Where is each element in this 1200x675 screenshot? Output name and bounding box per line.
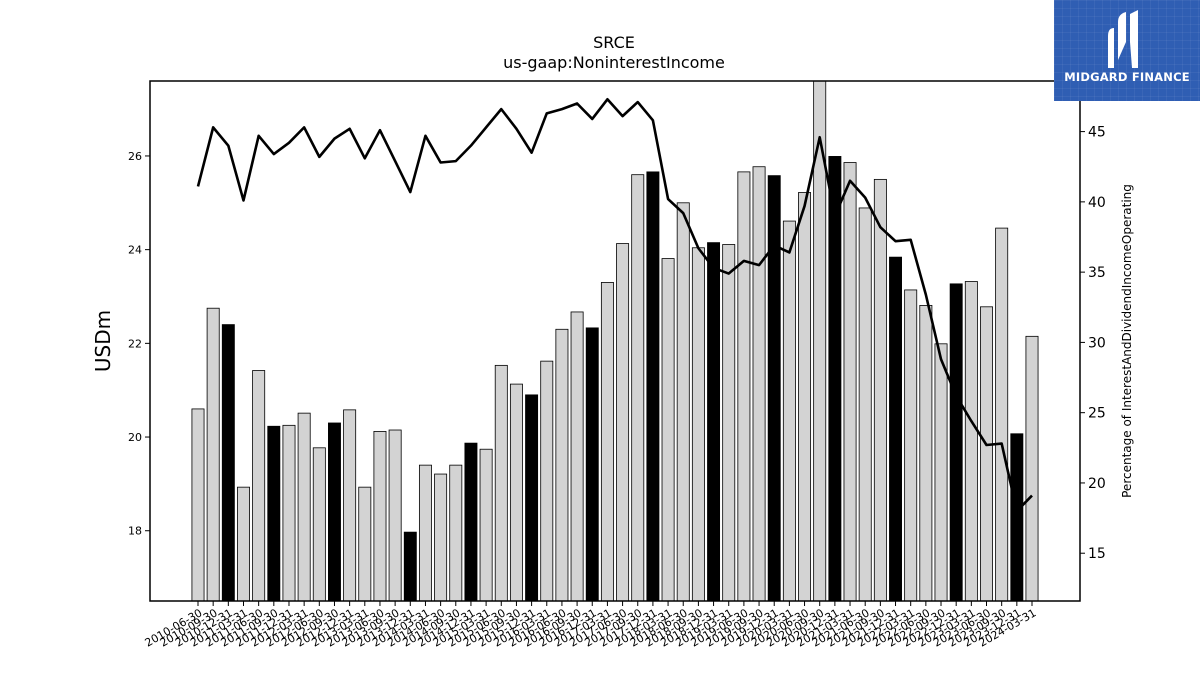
bar <box>873 178 887 602</box>
y-tick-label: 22 <box>128 337 142 350</box>
bar <box>1025 335 1039 602</box>
y-right-tick-label: 20 <box>1088 476 1106 492</box>
bar <box>737 171 751 602</box>
y-tick-label: 18 <box>128 525 142 538</box>
bar <box>843 162 857 602</box>
bar <box>388 429 402 602</box>
bar <box>616 243 630 602</box>
bar <box>494 364 508 602</box>
bar <box>509 383 523 602</box>
bar <box>297 412 311 602</box>
bar <box>661 258 675 602</box>
right-axis: 15 20 25 30 35 40 45 <box>1080 125 1106 562</box>
bar <box>798 192 812 602</box>
bar <box>418 464 432 602</box>
bar <box>600 282 614 602</box>
brand-name: MIDGARD FINANCE <box>1064 70 1190 84</box>
brand-logo: MIDGARD FINANCE <box>1054 0 1200 101</box>
y-axis-label: USDm <box>91 310 115 372</box>
y-right-tick-label: 45 <box>1088 125 1106 141</box>
bar <box>964 281 978 602</box>
y-right-tick-label: 40 <box>1088 195 1106 211</box>
bar <box>237 486 250 602</box>
bar <box>343 409 357 602</box>
y-tick-label: 20 <box>128 431 142 444</box>
y-right-tick-label: 30 <box>1088 335 1106 351</box>
bar <box>434 473 448 602</box>
bar <box>555 328 569 602</box>
bar <box>464 442 478 602</box>
bar-series <box>191 80 1039 602</box>
bar <box>691 247 705 602</box>
bar <box>722 244 736 602</box>
bar <box>889 256 902 602</box>
bar <box>752 166 766 602</box>
bar <box>312 447 326 602</box>
y-right-tick-label: 35 <box>1088 265 1106 281</box>
bar <box>525 394 539 602</box>
bar <box>980 306 993 602</box>
bar <box>828 156 842 602</box>
bar <box>919 304 933 602</box>
chart-title: SRCE <box>593 33 635 52</box>
bar <box>782 220 796 602</box>
bar <box>206 307 220 602</box>
bar <box>373 431 387 602</box>
y-right-tick-label: 25 <box>1088 406 1106 422</box>
bar <box>570 311 584 602</box>
bar <box>858 207 872 602</box>
bar <box>267 425 281 602</box>
bar <box>949 283 963 602</box>
bar <box>479 448 493 602</box>
plot-frame <box>149 80 1081 602</box>
bar <box>631 174 645 602</box>
bar <box>585 327 599 602</box>
bar <box>1010 433 1024 602</box>
bar <box>358 486 372 602</box>
bar <box>282 424 296 602</box>
y-tick-label: 26 <box>128 150 142 163</box>
y-right-tick-label: 15 <box>1088 546 1106 562</box>
left-axis: 18 20 22 24 26 <box>128 150 150 538</box>
chart-subtitle: us-gaap:NoninterestIncome <box>503 53 725 72</box>
bar <box>191 408 205 602</box>
bar <box>540 360 554 602</box>
bar <box>403 531 417 602</box>
bar <box>676 202 690 602</box>
bar <box>252 370 266 602</box>
line-series <box>196 97 1033 513</box>
y-tick-label: 24 <box>128 244 142 257</box>
bar <box>767 175 781 602</box>
bar <box>646 171 660 602</box>
bar <box>221 324 235 602</box>
bar <box>904 289 918 602</box>
midgard-logo-icon <box>1108 10 1138 68</box>
bar <box>934 343 948 602</box>
bar <box>707 242 721 602</box>
x-axis: 2010-06-302010-09-302010-12-312011-03-31… <box>143 601 1039 650</box>
bar <box>328 422 341 602</box>
line-path <box>196 97 1033 513</box>
y-axis-right-label: Percentage of InterestAndDividendIncomeO… <box>1120 184 1134 498</box>
bar <box>995 227 1009 602</box>
bar <box>449 464 463 602</box>
